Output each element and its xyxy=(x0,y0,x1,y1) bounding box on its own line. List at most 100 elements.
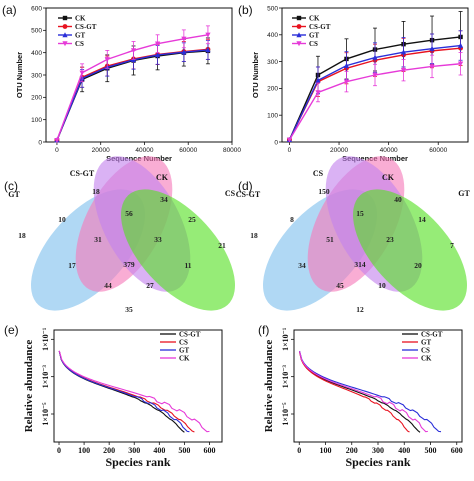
panel-label: (e) xyxy=(4,323,19,337)
series-ck-line xyxy=(298,351,428,433)
venn-region-count: 20 xyxy=(414,261,422,270)
x-tick-label: 80000 xyxy=(223,147,241,154)
data-point xyxy=(79,70,85,76)
x-tick-label: 100 xyxy=(320,446,332,455)
venn-set-label: CK xyxy=(156,173,169,182)
series-cs-line xyxy=(298,350,442,433)
venn-set-label: CS xyxy=(225,189,236,198)
y-tick-label: 1×10⁻³ xyxy=(281,364,290,388)
data-point xyxy=(205,32,211,38)
venn-set xyxy=(120,189,236,311)
data-point xyxy=(104,57,110,63)
venn-region-count: 34 xyxy=(298,261,306,270)
legend-entry: CK xyxy=(309,14,320,22)
data-point xyxy=(343,62,350,68)
x-tick-label: 200 xyxy=(346,446,358,455)
data-point xyxy=(155,52,161,58)
panel-e: (e) 1×10⁻⁵ 1×10⁻³ 1×10⁻¹ 0 100 200 300 400 500 600… xyxy=(4,323,223,469)
data-point xyxy=(205,47,211,53)
y-tick-label: 0 xyxy=(38,139,42,146)
series-cs xyxy=(54,25,211,144)
y-tick-label: 300 xyxy=(267,59,278,66)
plot-frame xyxy=(53,329,223,443)
y-tick-label: 1×10⁻¹ xyxy=(41,327,50,351)
data-point xyxy=(296,15,302,21)
y-tick-label: 1×10⁻⁵ xyxy=(281,402,290,426)
series-gt-line xyxy=(298,351,410,433)
x-axis-title: Species rank xyxy=(345,455,410,469)
venn-region-count: 7 xyxy=(450,241,454,250)
data-point xyxy=(54,138,60,144)
y-tick-label: 1×10⁻⁵ xyxy=(41,402,50,426)
panel-label: (c) xyxy=(4,179,18,193)
y-tick-label: 300 xyxy=(31,72,42,79)
y-axis-title: OTU Number xyxy=(15,52,24,98)
series-line xyxy=(56,48,208,141)
legend-entry: GT xyxy=(421,339,431,347)
data-point xyxy=(155,41,161,47)
x-tick-label: 300 xyxy=(128,446,140,455)
data-point xyxy=(62,24,68,29)
legend-entry: CS-GT xyxy=(179,331,201,339)
x-tick-label: 500 xyxy=(425,446,437,455)
legend-entry: CS xyxy=(75,40,84,48)
data-point xyxy=(286,137,293,143)
x-tick-label: 40000 xyxy=(135,147,153,154)
x-tick-label: 100 xyxy=(78,446,90,455)
y-tick-label: 200 xyxy=(267,86,278,93)
venn-set-label: CS-GT xyxy=(70,169,95,178)
venn-region-count: 27 xyxy=(146,281,154,290)
y-tick-label: 400 xyxy=(267,32,278,39)
venn-region-count: 18 xyxy=(18,231,26,240)
venn-region-count: 8 xyxy=(290,215,294,224)
legend-entry: CS-GT xyxy=(421,331,443,339)
data-point xyxy=(372,72,378,78)
x-tick-label: 60000 xyxy=(429,147,447,154)
data-point xyxy=(457,42,464,48)
venn-region-count: 34 xyxy=(160,195,168,204)
data-point xyxy=(429,64,435,70)
venn-region-count: 12 xyxy=(356,305,364,314)
venn-region-count: 18 xyxy=(92,187,100,196)
venn-region-count: 17 xyxy=(68,261,76,270)
venn-region-count: 56 xyxy=(125,209,133,218)
x-tick-label: 200 xyxy=(103,446,115,455)
data-point xyxy=(62,15,68,21)
x-tick-label: 20000 xyxy=(330,147,348,154)
venn-region-count: 10 xyxy=(58,215,66,224)
venn-region-count: 44 xyxy=(104,281,112,290)
y-tick-label: 100 xyxy=(31,117,42,124)
panel-f: (f) 1×10⁻⁵ 1×10⁻³ 1×10⁻¹ 0 100 200 300 400 500 600… xyxy=(258,323,463,469)
legend-entry: CS xyxy=(309,40,318,48)
legend-entry: CS-GT xyxy=(75,23,97,31)
venn-region-count: 14 xyxy=(418,215,426,224)
data-point xyxy=(315,90,321,96)
y-tick-label: 500 xyxy=(31,28,42,35)
venn-region-count: 11 xyxy=(184,261,191,270)
y-axis-title: OTU Number xyxy=(251,52,260,98)
data-point xyxy=(62,41,68,47)
series-cs xyxy=(286,52,464,143)
venn-set-label: GT xyxy=(8,190,20,199)
legend-entry: GT xyxy=(75,31,85,39)
x-tick-label: 60000 xyxy=(179,147,197,154)
x-tick-label: 400 xyxy=(398,446,410,455)
venn-region-count: 51 xyxy=(326,235,334,244)
legend-entry: GT xyxy=(309,31,319,39)
venn-region-count: 21 xyxy=(218,241,226,250)
venn-region-count: 33 xyxy=(154,235,162,244)
x-tick-label: 0 xyxy=(55,147,59,154)
x-tick-label: 0 xyxy=(288,147,292,154)
venn-region-count: 18 xyxy=(250,231,258,240)
data-point xyxy=(130,48,137,54)
legend-entry: CK xyxy=(75,14,86,22)
data-point xyxy=(372,54,378,60)
x-tick-label: 0 xyxy=(297,446,301,455)
venn-region-count: 40 xyxy=(394,195,402,204)
data-point xyxy=(296,24,302,29)
venn-set-label: CS xyxy=(313,169,324,178)
venn-region-count: 31 xyxy=(94,235,102,244)
x-tick-label: 40000 xyxy=(380,147,398,154)
data-point xyxy=(296,41,302,47)
